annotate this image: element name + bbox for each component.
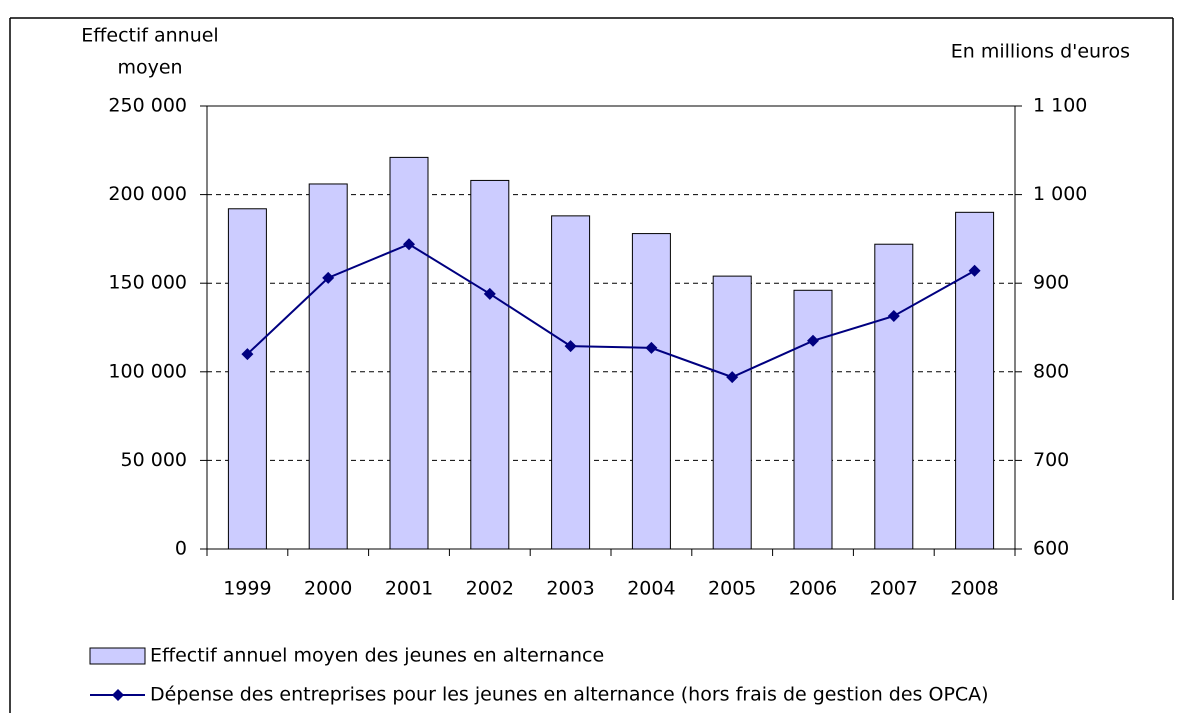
line <box>246 243 976 379</box>
marker <box>564 340 577 353</box>
bar <box>389 156 429 550</box>
x-tick-label: 2000 <box>304 578 352 600</box>
x-tick-label: 2007 <box>870 578 918 600</box>
y2-tick-label: 900 <box>1033 272 1069 294</box>
x-tick-label: 2002 <box>466 578 514 600</box>
x-tick-label: 2005 <box>708 578 756 600</box>
bar <box>470 179 510 550</box>
x-tick-label: 2006 <box>789 578 837 600</box>
marker <box>726 371 739 384</box>
bar <box>308 183 348 550</box>
x-tick-label: 2004 <box>627 578 675 600</box>
legend-marker <box>112 689 124 701</box>
y-axis-label: moyen <box>117 57 182 79</box>
y-tick-label: 0 <box>175 538 187 560</box>
bar <box>793 289 833 550</box>
legend-label: Dépense des entreprises pour les jeunes … <box>150 684 989 706</box>
bar <box>955 211 995 550</box>
y-tick-label: 150 000 <box>108 272 187 294</box>
y2-axis-label: En millions d'euros <box>951 41 1130 63</box>
x-tick-label: 2003 <box>546 578 594 600</box>
y-tick-label: 100 000 <box>108 360 187 382</box>
y-tick-label: 200 000 <box>108 183 187 205</box>
bar <box>227 208 267 550</box>
x-tick-label: 1999 <box>223 578 271 600</box>
bar <box>874 243 914 550</box>
y2-tick-label: 1 100 <box>1033 95 1087 117</box>
marker <box>968 264 981 277</box>
bar <box>551 215 591 550</box>
bar <box>631 233 671 550</box>
y2-tick-label: 700 <box>1033 449 1069 471</box>
legend-swatch <box>89 647 146 665</box>
x-tick-label: 2001 <box>385 578 433 600</box>
marker <box>403 238 415 251</box>
marker <box>322 271 335 284</box>
y2-tick-label: 1 000 <box>1033 183 1087 205</box>
marker <box>645 341 658 354</box>
marker <box>483 287 496 300</box>
y-tick-label: 250 000 <box>108 95 187 117</box>
y-tick-label: 50 000 <box>121 449 187 471</box>
y2-tick-label: 600 <box>1033 538 1069 560</box>
y2-tick-label: 800 <box>1033 360 1069 382</box>
marker <box>241 348 254 361</box>
x-tick-label: 2008 <box>950 578 998 600</box>
marker <box>887 309 900 322</box>
legend-label: Effectif annuel moyen des jeunes en alte… <box>150 645 604 667</box>
marker <box>807 334 819 347</box>
y-axis-label: Effectif annuel <box>81 25 218 47</box>
bar <box>712 275 752 550</box>
